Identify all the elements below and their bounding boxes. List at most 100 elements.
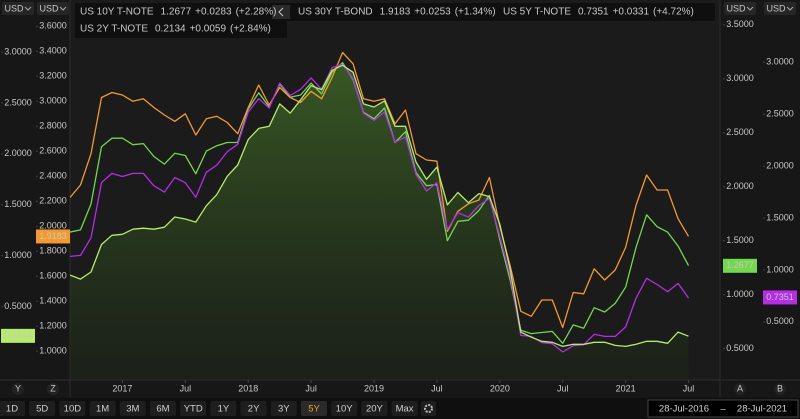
y-tick-label: 1.0000	[4, 250, 32, 260]
price-tag	[763, 290, 797, 305]
range-button[interactable]	[119, 401, 146, 416]
range-button[interactable]	[180, 401, 207, 416]
price-tag-label: 1.9183	[39, 231, 67, 241]
date-from: 28-Jul-2016	[659, 404, 709, 415]
y-tick-label: 1.4000	[39, 296, 67, 306]
y-tick-label: 2.4000	[39, 171, 67, 181]
range-button[interactable]	[0, 401, 25, 416]
range-button-label[interactable]: 10Y	[336, 404, 354, 415]
legend-name[interactable]: US 10Y T-NOTE	[80, 7, 154, 18]
y-tick-label: 1.5000	[766, 212, 794, 222]
y-tick-label: 1.6000	[39, 271, 67, 281]
range-button[interactable]	[150, 401, 176, 416]
price-tag-label: 0.2134	[4, 330, 32, 340]
range-button-label[interactable]: 5D	[36, 404, 48, 415]
legend-change: +0.0331	[613, 7, 650, 18]
range-button[interactable]	[210, 401, 237, 416]
settings-button[interactable]	[421, 401, 436, 416]
range-button-label[interactable]: 20Y	[366, 404, 384, 415]
range-button-label[interactable]: 2Y	[248, 404, 260, 415]
y-tick-label: 3.0000	[766, 57, 794, 67]
range-button[interactable]	[29, 401, 56, 416]
y-tick-label: 3.2000	[39, 71, 67, 81]
legend-bg	[75, 3, 715, 21]
x-tick-label: 2017	[112, 383, 132, 393]
y-tick-label: 3.0000	[39, 96, 67, 106]
date-range[interactable]	[647, 399, 799, 418]
range-button-label[interactable]: 1Y	[218, 404, 230, 415]
y-tick-label: 2.5000	[4, 97, 32, 107]
range-button[interactable]	[331, 401, 358, 416]
unit-dropdown[interactable]	[764, 2, 796, 15]
y-tick-label: 2.6000	[39, 146, 67, 156]
x-tick-label: 2021	[616, 383, 636, 393]
legend-nav-icon	[278, 7, 284, 17]
x-tick-label: Jul	[180, 383, 192, 393]
dropdown-caret	[24, 6, 32, 11]
legend-change: +0.0253	[414, 7, 451, 18]
range-button[interactable]	[361, 401, 388, 416]
x-tick-label: Jul	[305, 383, 317, 393]
price-tag	[723, 258, 757, 273]
settings-icon	[424, 404, 433, 413]
range-button-label[interactable]: 3Y	[278, 404, 290, 415]
y-tick-label: 1.0000	[766, 264, 794, 274]
range-button[interactable]	[301, 401, 327, 416]
legend-change-pct: (+2.84%)	[230, 24, 271, 35]
dropdown-caret	[746, 6, 754, 11]
range-button[interactable]	[391, 401, 418, 416]
range-button[interactable]	[240, 401, 267, 416]
y-tick-label: 1.0000	[39, 346, 67, 356]
legend-value: 1.2677	[161, 7, 192, 18]
range-button[interactable]	[89, 401, 116, 416]
range-button-label[interactable]: 1D	[6, 404, 18, 415]
legend-nav[interactable]	[272, 5, 290, 19]
y-tick-label: 3.5000	[726, 19, 754, 29]
x-tick-label: Jul	[557, 383, 569, 393]
y-tick-label: 2.0000	[4, 148, 32, 158]
range-button-label[interactable]: Max	[396, 404, 414, 415]
unit-dropdown[interactable]	[37, 2, 69, 15]
axis-unit: USD	[39, 3, 59, 13]
legend-name[interactable]: US 2Y T-NOTE	[80, 24, 148, 35]
x-tick-label: 2020	[490, 383, 510, 393]
y-tick-label: 0.5000	[766, 316, 794, 326]
legend-name[interactable]: US 30Y T-BOND	[298, 7, 373, 18]
y-tick-label: 1.2000	[39, 321, 67, 331]
series-line	[70, 63, 690, 353]
unit-dropdown[interactable]	[724, 2, 756, 15]
y-tick-label: 2.0000	[726, 181, 754, 191]
legend-change: +0.0283	[195, 7, 232, 18]
legend-value: 1.9183	[380, 7, 411, 18]
legend-change-pct: (+1.34%)	[455, 7, 496, 18]
date-separator: –	[720, 404, 726, 415]
price-tag-label: 1.2677	[726, 260, 754, 270]
range-button-label[interactable]: 3M	[126, 404, 139, 415]
series-line	[70, 51, 690, 329]
y-tick-label: 2.0000	[766, 160, 794, 170]
unit-dropdown[interactable]	[2, 2, 34, 15]
y-tick-label: 0.5000	[726, 343, 754, 353]
y-tick-label: 1.5000	[4, 199, 32, 209]
range-button-label[interactable]: 6M	[156, 404, 169, 415]
axis-letter: Z	[50, 383, 56, 393]
y-tick-label: 3.0000	[4, 46, 32, 56]
axis-unit: USD	[726, 3, 746, 13]
y-tick-label: 1.8000	[39, 246, 67, 256]
y-tick-label: 3.4000	[39, 46, 67, 56]
y-tick-label: 2.5000	[726, 127, 754, 137]
y-tick-label: 0.5000	[4, 301, 32, 311]
axis-unit: USD	[766, 3, 786, 13]
legend-name[interactable]: US 5Y T-NOTE	[503, 7, 571, 18]
y-tick-label: 2.8000	[39, 121, 67, 131]
range-button-label[interactable]: 10D	[64, 404, 82, 415]
y-tick-label: 1.5000	[726, 235, 754, 245]
range-button[interactable]	[59, 401, 86, 416]
area	[70, 65, 689, 380]
range-button-label[interactable]: 1M	[96, 404, 109, 415]
x-tick-label: 2018	[238, 383, 258, 393]
range-button-label[interactable]: YTD	[184, 404, 203, 415]
range-button[interactable]	[270, 401, 297, 416]
range-button-label[interactable]: 5Y	[308, 404, 320, 415]
